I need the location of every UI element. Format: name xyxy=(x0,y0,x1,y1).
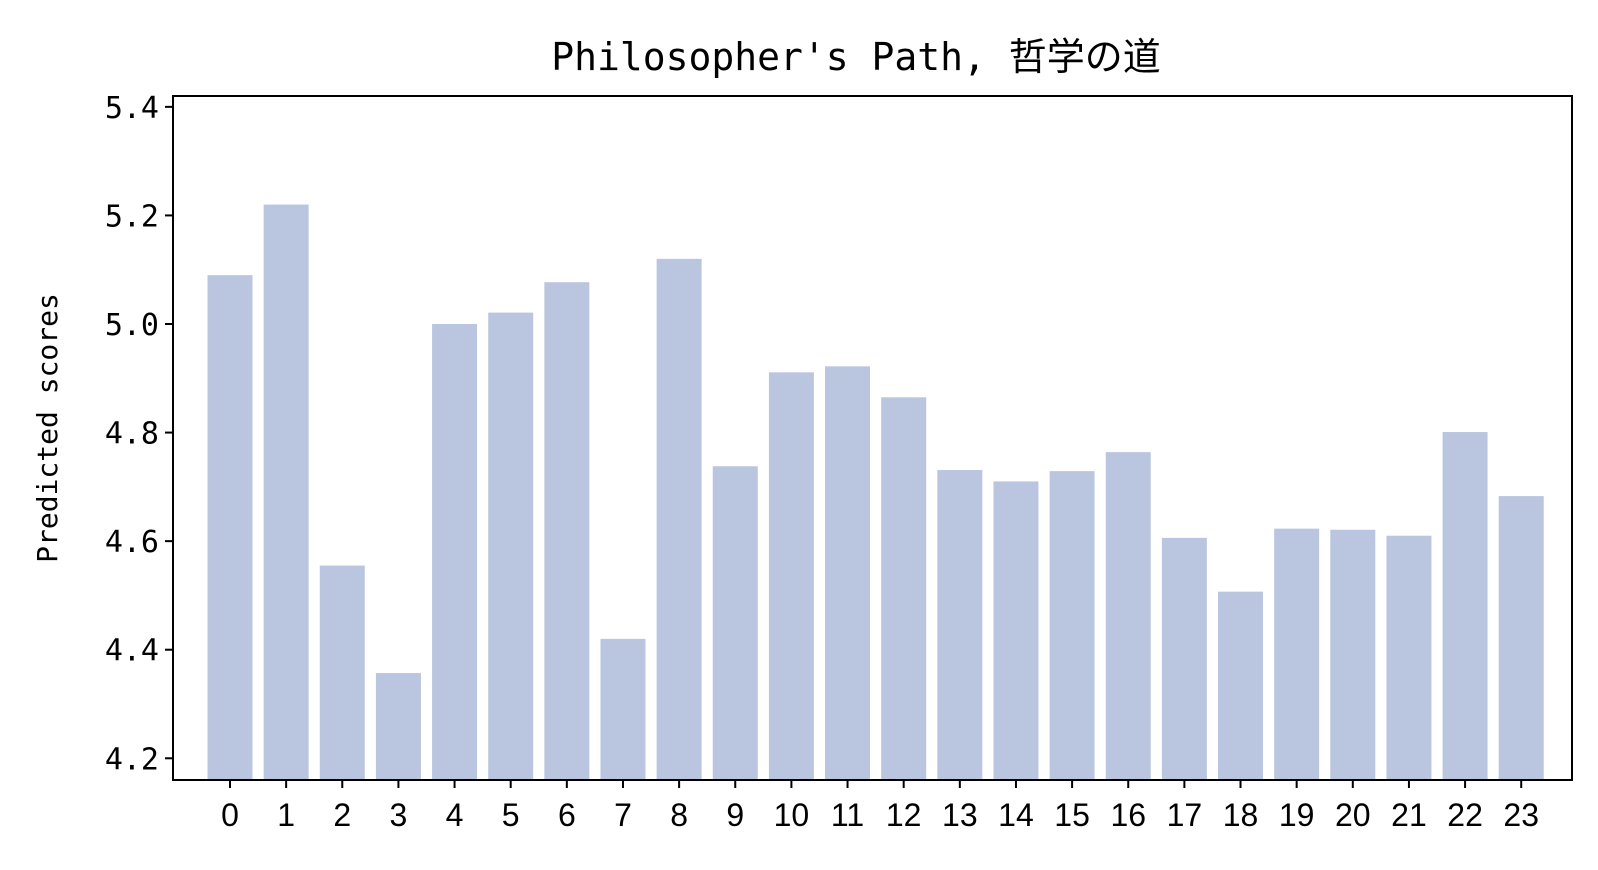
bar-14 xyxy=(993,481,1039,780)
x-tick-label: 8 xyxy=(670,797,688,833)
bar-3 xyxy=(375,673,421,780)
bar-5 xyxy=(488,312,534,780)
bar-12 xyxy=(881,397,927,780)
bar-13 xyxy=(937,470,983,780)
bar-11 xyxy=(825,366,871,780)
y-tick-label: 5.4 xyxy=(105,91,159,126)
x-tick-label: 18 xyxy=(1223,797,1259,833)
x-tick-label: 5 xyxy=(502,797,520,833)
plot-frame xyxy=(172,95,1573,781)
bar-19 xyxy=(1274,528,1320,780)
x-tick-label: 11 xyxy=(831,797,864,833)
y-axis: 4.2 4.4 4.6 4.8 5.0 5.2 5.4 xyxy=(105,91,173,777)
x-tick-label: 9 xyxy=(726,797,744,833)
x-tick-label: 7 xyxy=(614,797,632,833)
y-tick-label: 4.6 xyxy=(105,525,159,560)
x-tick-label: 17 xyxy=(1167,797,1203,833)
x-tick-label: 21 xyxy=(1391,797,1427,833)
x-tick-label: 15 xyxy=(1054,797,1090,833)
bar-22 xyxy=(1442,432,1488,780)
x-tick-label: 2 xyxy=(333,797,351,833)
bar-10 xyxy=(768,372,814,780)
bar-15 xyxy=(1049,471,1095,780)
bar-7 xyxy=(600,638,646,780)
bar-8 xyxy=(656,258,702,780)
y-axis-label: Predicted scores xyxy=(31,293,64,563)
x-tick-label: 1 xyxy=(277,797,295,833)
x-tick-label: 6 xyxy=(558,797,576,833)
bar-0 xyxy=(207,275,253,780)
bar-16 xyxy=(1105,452,1151,780)
y-tick-label: 4.2 xyxy=(105,742,159,777)
bar-17 xyxy=(1161,537,1207,780)
x-tick-label: 19 xyxy=(1279,797,1315,833)
bar-9 xyxy=(712,466,758,780)
bar-2 xyxy=(319,565,365,780)
bars-group xyxy=(207,204,1544,781)
bar-1 xyxy=(263,204,309,781)
y-tick-label: 4.8 xyxy=(105,417,159,452)
bar-4 xyxy=(432,324,478,780)
bar-6 xyxy=(544,282,590,780)
x-tick-label: 0 xyxy=(221,797,239,833)
bar-18 xyxy=(1218,591,1264,780)
x-tick-label: 13 xyxy=(942,797,978,833)
x-tick-label: 20 xyxy=(1335,797,1371,833)
x-tick-label: 23 xyxy=(1503,797,1539,833)
x-tick-label: 22 xyxy=(1447,797,1483,833)
x-axis: 0 1 2 3 4 5 6 7 8 9 10 11 12 13 14 15 16 17 18 19 20 21 22 23 xyxy=(221,780,1539,833)
x-tick-label: 16 xyxy=(1110,797,1146,833)
y-tick-label: 4.4 xyxy=(105,634,159,669)
bar-21 xyxy=(1386,535,1432,780)
chart-title: Philosopher's Path, 哲学の道 xyxy=(551,35,1161,79)
bar-20 xyxy=(1330,529,1376,780)
x-tick-label: 4 xyxy=(446,797,464,833)
y-tick-label: 5.2 xyxy=(105,199,159,234)
x-tick-label: 14 xyxy=(998,797,1034,833)
y-tick-label: 5.0 xyxy=(105,308,159,343)
bar-23 xyxy=(1498,496,1544,780)
x-tick-label: 3 xyxy=(390,797,408,833)
x-tick-label: 10 xyxy=(774,797,810,833)
x-tick-label: 12 xyxy=(886,797,922,833)
